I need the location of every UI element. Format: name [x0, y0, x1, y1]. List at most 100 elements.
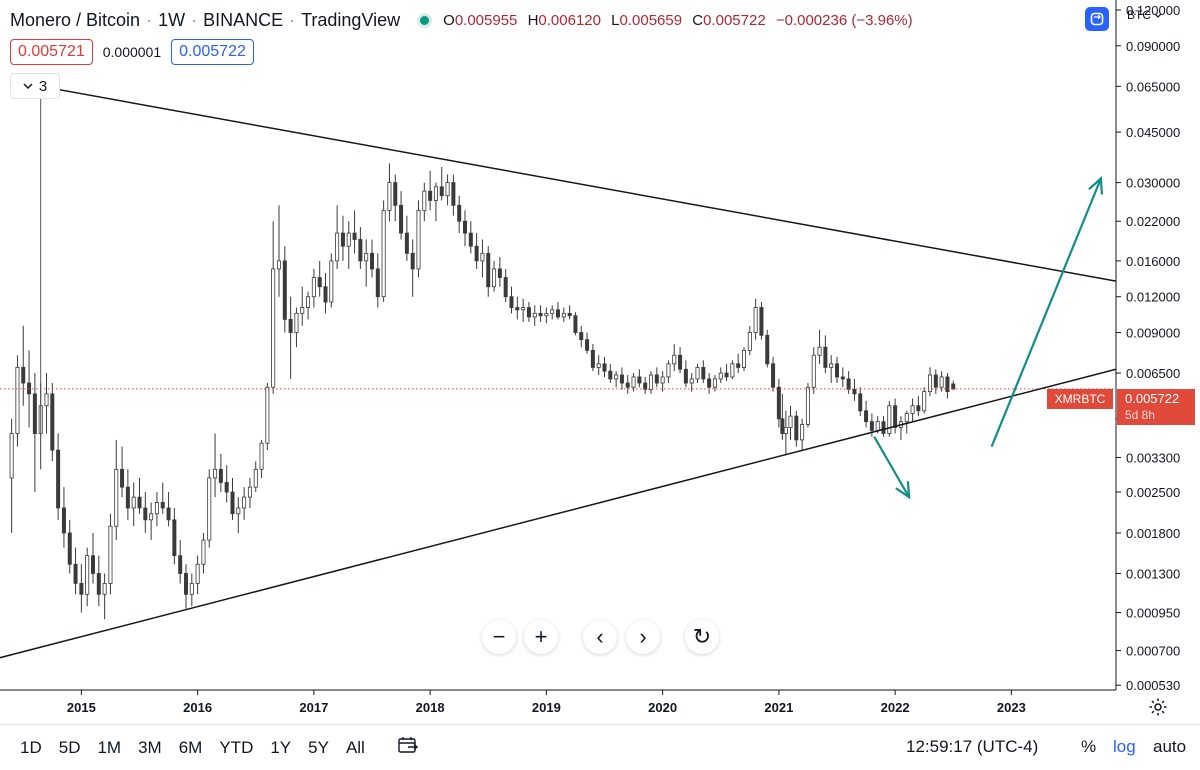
candle [253, 461, 258, 493]
candle-body [893, 405, 898, 428]
candle [428, 170, 433, 211]
candle [643, 376, 648, 394]
candle [823, 335, 828, 374]
candle-body [143, 507, 148, 521]
range-button-5y[interactable]: 5Y [308, 737, 329, 757]
candle-body [875, 421, 880, 431]
candle-body [864, 410, 869, 423]
candle-body [32, 393, 37, 434]
candle [445, 174, 450, 206]
candle [497, 257, 502, 287]
currency-selector[interactable]: BTC [1127, 8, 1162, 22]
candle [538, 305, 543, 322]
range-button-ytd[interactable]: YTD [219, 737, 254, 757]
symbol-name[interactable]: Monero / Bitcoin [10, 9, 141, 30]
candle [236, 497, 241, 533]
calendar-range-icon[interactable] [398, 736, 419, 759]
candle [160, 482, 165, 514]
candle-body [887, 405, 892, 434]
candle-body [462, 220, 467, 234]
candle-body [21, 367, 26, 384]
candle-body [201, 539, 206, 565]
candle-body [869, 421, 874, 431]
candle-body [753, 307, 758, 333]
price-tick-label: 0.003300 [1126, 450, 1180, 465]
range-button-3m[interactable]: 3M [138, 737, 162, 757]
last-price-tag: 0.005722 5d 8h [1117, 389, 1195, 425]
interval[interactable]: 1W [158, 9, 186, 30]
candle [933, 369, 938, 394]
candle-body [300, 307, 305, 314]
time-tick-label: 2016 [183, 700, 212, 715]
candle-body [61, 507, 66, 534]
range-button-6m[interactable]: 6M [178, 737, 203, 757]
candle-body [759, 307, 764, 336]
price-tick-label: 0.002500 [1126, 485, 1180, 500]
price-axis[interactable]: 0.120000 0.090000 0.065000 0.045000 0.030000… [1115, 0, 1180, 693]
candle-body [846, 378, 851, 390]
breakdown-arrow-head [895, 481, 911, 500]
candle [631, 373, 636, 392]
candle-body [852, 389, 857, 395]
reset-chart-button[interactable]: ↻ [685, 620, 719, 654]
range-button-1y[interactable]: 1Y [270, 737, 292, 757]
range-button-5d[interactable]: 5D [58, 737, 81, 757]
auto-scale-button[interactable]: auto [1153, 737, 1187, 756]
candle [794, 410, 799, 447]
candle [21, 325, 26, 406]
candle-body [50, 393, 55, 451]
candle [329, 253, 334, 308]
candle [776, 378, 781, 428]
candle [544, 307, 549, 324]
candle [608, 363, 613, 384]
candle [468, 221, 473, 254]
candle [125, 469, 130, 520]
zoom-in-button[interactable]: + [524, 620, 558, 654]
time-tick-label: 2015 [67, 700, 96, 715]
sell-price-button[interactable]: 0.005721 [10, 39, 93, 65]
settings-gear-icon[interactable] [1148, 697, 1168, 722]
candle-body [404, 232, 409, 254]
swap-icon[interactable] [1085, 7, 1109, 31]
range-button-1d[interactable]: 1D [20, 737, 42, 757]
candle [102, 573, 107, 620]
time-axis[interactable]: 2015 2016 2017 2018 2019 2020 2021 2022 2023 [0, 689, 1116, 715]
candle-body [183, 573, 188, 595]
candle [509, 286, 514, 314]
zoom-out-button[interactable]: − [482, 620, 516, 654]
candle [108, 513, 113, 595]
candle [783, 410, 788, 454]
candle [9, 418, 14, 533]
candle-body [346, 232, 351, 247]
log-scale-button[interactable]: log [1113, 737, 1136, 756]
candle-body [625, 382, 630, 388]
range-selector: 1D 5D 1M 3M 6M YTD 1Y 5Y All [20, 738, 382, 758]
scroll-right-button[interactable]: › [626, 620, 660, 654]
candle [800, 418, 805, 451]
candle-body [550, 309, 555, 314]
candle [718, 367, 723, 384]
candle [85, 547, 90, 607]
exchange: BINANCE [203, 9, 284, 30]
candle-body [271, 268, 276, 388]
candle-body [805, 386, 810, 425]
scroll-left-button[interactable]: ‹ [583, 620, 617, 654]
candle [416, 200, 421, 278]
candle-body [771, 363, 776, 388]
candle-body [678, 354, 683, 370]
candle [904, 410, 909, 434]
range-button-all[interactable]: All [345, 737, 365, 757]
clock-time[interactable]: 12:59:17 (UTC-4) [906, 737, 1039, 756]
candle [91, 532, 96, 584]
buy-price-button[interactable]: 0.005722 [171, 39, 254, 65]
bottom-toolbar: 1D 5D 1M 3M 6M YTD 1Y 5Y All 12:59:17 (UTC-4) % … [0, 724, 1200, 770]
candle-body [282, 260, 287, 320]
candle [340, 215, 345, 261]
candle [154, 492, 159, 527]
last-price: 0.005722 [1125, 391, 1180, 406]
candle-body [951, 383, 956, 390]
indicators-toggle[interactable]: 3 [10, 73, 60, 99]
percent-scale-button[interactable]: % [1081, 737, 1097, 756]
range-button-1m[interactable]: 1M [97, 737, 122, 757]
